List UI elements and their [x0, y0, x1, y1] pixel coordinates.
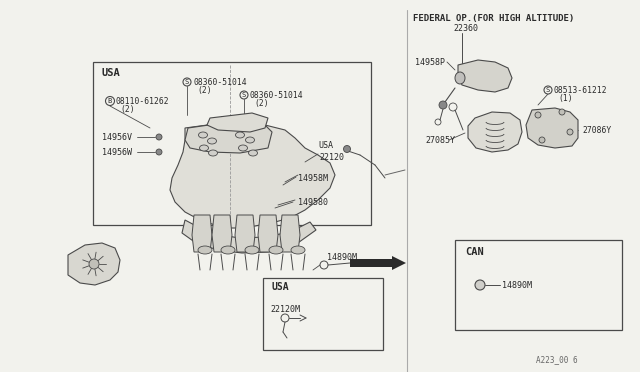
Polygon shape	[468, 112, 522, 152]
Circle shape	[539, 137, 545, 143]
Text: (2): (2)	[254, 99, 269, 108]
Circle shape	[183, 78, 191, 86]
Circle shape	[439, 101, 447, 109]
Ellipse shape	[269, 246, 283, 254]
Bar	[263, 278, 383, 350]
Ellipse shape	[239, 145, 248, 151]
Ellipse shape	[209, 150, 218, 156]
Circle shape	[475, 280, 485, 290]
Bar	[93, 62, 371, 225]
FancyArrow shape	[350, 256, 406, 270]
Polygon shape	[192, 215, 212, 252]
Text: 14890M: 14890M	[502, 280, 532, 289]
Text: (1): (1)	[558, 93, 573, 103]
Ellipse shape	[246, 137, 255, 143]
Circle shape	[535, 112, 541, 118]
Circle shape	[106, 96, 115, 106]
Circle shape	[156, 134, 162, 140]
Text: (2): (2)	[120, 105, 134, 113]
Polygon shape	[526, 108, 578, 148]
Polygon shape	[170, 122, 335, 228]
Ellipse shape	[200, 145, 209, 151]
Polygon shape	[280, 215, 300, 252]
Text: 27086Y: 27086Y	[582, 125, 611, 135]
Text: 14956V: 14956V	[102, 132, 132, 141]
Ellipse shape	[207, 138, 216, 144]
Polygon shape	[458, 60, 512, 92]
Polygon shape	[185, 122, 272, 153]
Circle shape	[89, 259, 99, 269]
Polygon shape	[207, 113, 268, 132]
Text: CAN: CAN	[465, 247, 484, 257]
Ellipse shape	[455, 72, 465, 84]
Circle shape	[344, 145, 351, 153]
Text: 22120: 22120	[319, 153, 344, 161]
Ellipse shape	[291, 246, 305, 254]
Text: 08513-61212: 08513-61212	[554, 86, 607, 94]
Text: S: S	[185, 79, 189, 85]
Text: USA: USA	[102, 68, 121, 78]
Circle shape	[544, 86, 552, 94]
Text: FEDERAL OP.(FOR HIGH ALTITUDE): FEDERAL OP.(FOR HIGH ALTITUDE)	[413, 13, 574, 22]
Text: 22120M: 22120M	[270, 305, 300, 314]
Circle shape	[156, 149, 162, 155]
Polygon shape	[212, 215, 232, 252]
Text: (2): (2)	[197, 86, 212, 94]
Text: USA: USA	[272, 282, 290, 292]
Text: USA: USA	[318, 141, 333, 150]
Polygon shape	[68, 243, 120, 285]
Circle shape	[240, 91, 248, 99]
Ellipse shape	[236, 132, 244, 138]
Circle shape	[567, 129, 573, 135]
Ellipse shape	[198, 246, 212, 254]
Ellipse shape	[248, 150, 257, 156]
Text: 14958M: 14958M	[298, 173, 328, 183]
Text: 14958P: 14958P	[415, 58, 445, 67]
Text: S: S	[242, 92, 246, 98]
Text: S: S	[546, 87, 550, 93]
Text: 08360-51014: 08360-51014	[193, 77, 246, 87]
Ellipse shape	[198, 132, 207, 138]
Text: 08110-61262: 08110-61262	[116, 96, 170, 106]
Text: A223_00 6: A223_00 6	[536, 356, 578, 365]
Text: 14956W: 14956W	[102, 148, 132, 157]
Circle shape	[559, 109, 565, 115]
Text: 27085Y: 27085Y	[425, 135, 455, 144]
Text: 14890M: 14890M	[327, 253, 357, 263]
Text: 14957R: 14957R	[220, 115, 250, 125]
Text: 149580: 149580	[298, 198, 328, 206]
Bar	[455, 240, 622, 330]
Ellipse shape	[221, 246, 235, 254]
Text: B: B	[108, 98, 112, 104]
Polygon shape	[182, 220, 316, 253]
Polygon shape	[258, 215, 278, 252]
Text: 08360-51014: 08360-51014	[250, 90, 303, 99]
Text: 22360: 22360	[453, 23, 478, 32]
Polygon shape	[235, 215, 255, 252]
Ellipse shape	[245, 246, 259, 254]
